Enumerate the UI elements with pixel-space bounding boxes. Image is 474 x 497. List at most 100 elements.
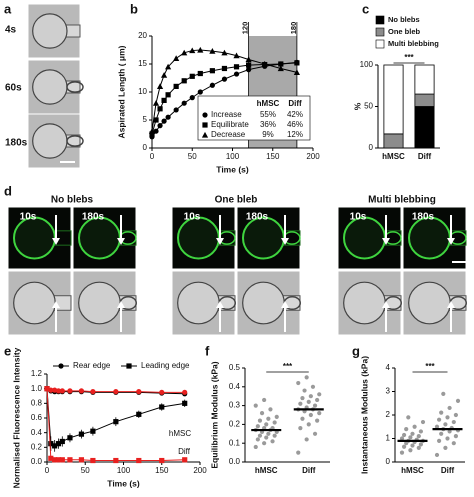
dot (262, 441, 267, 446)
legend-label: Rear edge (73, 361, 111, 370)
cell (78, 281, 121, 325)
y-tick-label: 0.4 (229, 382, 241, 391)
arrow-head (382, 238, 390, 245)
marker (182, 389, 188, 395)
table-cell: 42% (287, 110, 303, 119)
time-label: 180s (5, 138, 28, 149)
x-tick-label: 100 (117, 466, 131, 475)
marker (245, 56, 252, 63)
dot (404, 427, 409, 432)
dot (298, 401, 303, 406)
y-tick-label: 1.0 (31, 384, 43, 393)
x-tick-label: 150 (155, 466, 169, 475)
y-tick-label: 0 (386, 457, 391, 466)
marker (55, 441, 62, 447)
bar-segment (414, 64, 435, 95)
x-tick-label: hMSC (401, 466, 424, 475)
marker (197, 89, 203, 95)
y-tick-label: 0.2 (31, 442, 43, 451)
dot (298, 426, 303, 431)
dot (300, 395, 305, 401)
legend-label: No blebs (388, 15, 420, 24)
group-heading: No blebs (51, 195, 94, 206)
marker (160, 72, 168, 78)
marker (153, 117, 159, 123)
dot (304, 437, 309, 442)
dot (317, 392, 322, 397)
dot (434, 424, 440, 429)
dot (439, 431, 444, 436)
cell (242, 216, 285, 260)
marker (189, 73, 195, 79)
marker (52, 443, 58, 449)
dot (302, 388, 307, 393)
marker (189, 95, 195, 101)
marker (67, 435, 73, 441)
arrow-head (216, 238, 224, 245)
time-label: 180s (82, 212, 105, 223)
x-tick-label: 0 (150, 152, 155, 161)
time-label: 10s (184, 212, 201, 223)
table-cell: 9% (262, 130, 274, 139)
y-tick-label: 0.6 (31, 413, 43, 422)
y-tick-label: 100 (360, 60, 374, 69)
marker (165, 63, 172, 70)
panel-letter: c (362, 1, 369, 16)
y-tick-label: 0.0 (31, 457, 43, 466)
dot (315, 397, 320, 403)
panel-letter: e (4, 343, 11, 358)
marker (293, 69, 300, 75)
cell (13, 216, 56, 260)
marker (173, 107, 179, 113)
dot (437, 417, 442, 422)
marker (161, 97, 167, 103)
marker (55, 457, 62, 463)
cell (343, 281, 386, 325)
dot (259, 411, 265, 416)
y-tick-label: 0.2 (229, 420, 241, 429)
dot (264, 422, 269, 427)
marker (113, 389, 119, 395)
series-line (151, 62, 297, 135)
cell (13, 281, 56, 325)
dot (439, 410, 444, 415)
marker (90, 389, 96, 395)
y-tick-label: 15 (138, 59, 147, 68)
dot (412, 424, 417, 429)
marker (278, 61, 284, 67)
time-label: 10s (350, 212, 367, 223)
marker (67, 388, 73, 394)
dot (270, 439, 275, 444)
marker (136, 389, 142, 395)
arrow-head (52, 238, 60, 245)
dot (447, 429, 452, 434)
dot (451, 419, 456, 425)
dot (416, 434, 421, 439)
dot (441, 391, 446, 396)
dot (410, 431, 415, 436)
marker (157, 123, 163, 129)
legend-marker (58, 363, 64, 369)
marker (233, 71, 240, 77)
bar-segment (383, 64, 404, 135)
dot (312, 431, 318, 436)
marker (173, 83, 179, 89)
marker (221, 49, 228, 56)
marker (78, 388, 85, 394)
marker (78, 457, 85, 463)
annotation: Diff (178, 447, 191, 456)
x-axis-label: Time (s) (216, 164, 249, 174)
legend-label: One bleb (388, 27, 421, 36)
marker (209, 68, 215, 74)
marker (189, 47, 196, 54)
dot (255, 424, 260, 429)
dot (253, 444, 258, 450)
dot (399, 436, 405, 441)
panel-letter: d (4, 183, 12, 198)
dot (272, 420, 277, 425)
x-tick-label: 0 (45, 466, 50, 475)
marker (113, 419, 119, 425)
dot (296, 450, 301, 455)
marker (197, 70, 203, 77)
panel-letter: b (130, 1, 138, 16)
